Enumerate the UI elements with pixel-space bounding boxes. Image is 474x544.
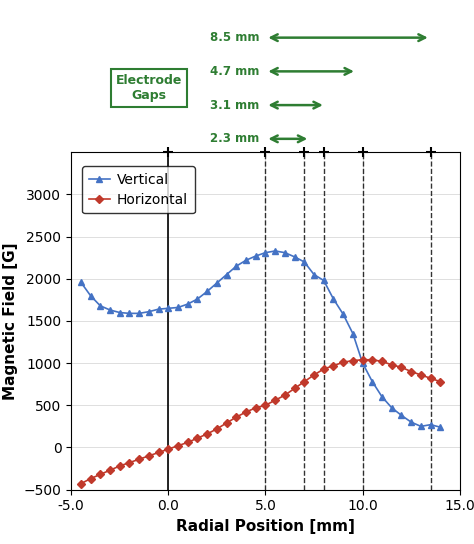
Vertical: [399, 412, 404, 419]
Horizontal: [127, 459, 132, 466]
Horizontal: [321, 366, 327, 372]
Horizontal: [214, 425, 219, 432]
Horizontal: [418, 372, 424, 378]
Horizontal: [78, 480, 83, 487]
Horizontal: [438, 379, 443, 385]
Vertical: [165, 305, 171, 312]
Vertical: [224, 271, 229, 278]
Text: 2.3 mm: 2.3 mm: [210, 132, 260, 145]
Vertical: [272, 248, 278, 254]
Vertical: [418, 423, 424, 430]
Horizontal: [350, 357, 356, 364]
Vertical: [330, 296, 336, 302]
Horizontal: [369, 356, 375, 363]
Horizontal: [185, 439, 191, 446]
Horizontal: [97, 471, 103, 478]
Vertical: [185, 301, 191, 307]
Vertical: [311, 271, 317, 278]
Horizontal: [107, 467, 113, 473]
Vertical: [107, 307, 113, 313]
Line: Vertical: Vertical: [77, 248, 444, 431]
Horizontal: [379, 358, 385, 364]
Horizontal: [360, 356, 365, 363]
Horizontal: [204, 431, 210, 437]
Horizontal: [136, 456, 142, 462]
Text: Electrode
Gaps: Electrode Gaps: [116, 74, 182, 102]
Horizontal: [117, 463, 122, 469]
Horizontal: [243, 409, 249, 415]
Vertical: [204, 288, 210, 295]
Vertical: [97, 302, 103, 309]
Vertical: [88, 293, 93, 299]
Vertical: [292, 254, 297, 260]
Vertical: [263, 249, 268, 256]
Horizontal: [330, 362, 336, 369]
Vertical: [214, 280, 219, 286]
Vertical: [127, 310, 132, 317]
Horizontal: [155, 449, 161, 456]
Horizontal: [194, 435, 200, 441]
Vertical: [175, 304, 181, 311]
X-axis label: Radial Position [mm]: Radial Position [mm]: [176, 519, 355, 534]
Vertical: [340, 311, 346, 318]
Horizontal: [272, 397, 278, 404]
Vertical: [78, 279, 83, 286]
Vertical: [379, 394, 385, 400]
Horizontal: [399, 364, 404, 370]
Vertical: [301, 258, 307, 265]
Vertical: [243, 257, 249, 263]
Vertical: [438, 424, 443, 430]
Y-axis label: Magnetic Field [G]: Magnetic Field [G]: [3, 242, 18, 400]
Horizontal: [146, 453, 152, 459]
Vertical: [369, 379, 375, 385]
Horizontal: [282, 392, 288, 398]
Horizontal: [389, 362, 394, 368]
Vertical: [194, 296, 200, 302]
Horizontal: [224, 420, 229, 426]
Vertical: [233, 263, 239, 269]
Horizontal: [292, 385, 297, 392]
Horizontal: [311, 372, 317, 378]
Vertical: [350, 330, 356, 337]
Horizontal: [88, 475, 93, 482]
Vertical: [117, 309, 122, 316]
Horizontal: [408, 368, 414, 375]
Vertical: [282, 249, 288, 256]
Vertical: [253, 253, 258, 259]
Vertical: [136, 310, 142, 317]
Vertical: [321, 277, 327, 284]
Horizontal: [428, 375, 433, 381]
Horizontal: [301, 379, 307, 385]
Vertical: [408, 419, 414, 425]
Text: 8.5 mm: 8.5 mm: [210, 31, 260, 44]
Horizontal: [253, 405, 258, 411]
Vertical: [389, 405, 394, 411]
Text: 4.7 mm: 4.7 mm: [210, 65, 260, 78]
Text: 3.1 mm: 3.1 mm: [210, 98, 260, 112]
Horizontal: [165, 446, 171, 453]
Vertical: [428, 422, 433, 428]
Legend: Vertical, Horizontal: Vertical, Horizontal: [82, 166, 195, 213]
Horizontal: [263, 402, 268, 409]
Horizontal: [175, 442, 181, 449]
Vertical: [155, 306, 161, 312]
Vertical: [360, 360, 365, 367]
Horizontal: [340, 359, 346, 366]
Horizontal: [233, 414, 239, 421]
Vertical: [146, 308, 152, 315]
Line: Horizontal: Horizontal: [78, 357, 443, 486]
